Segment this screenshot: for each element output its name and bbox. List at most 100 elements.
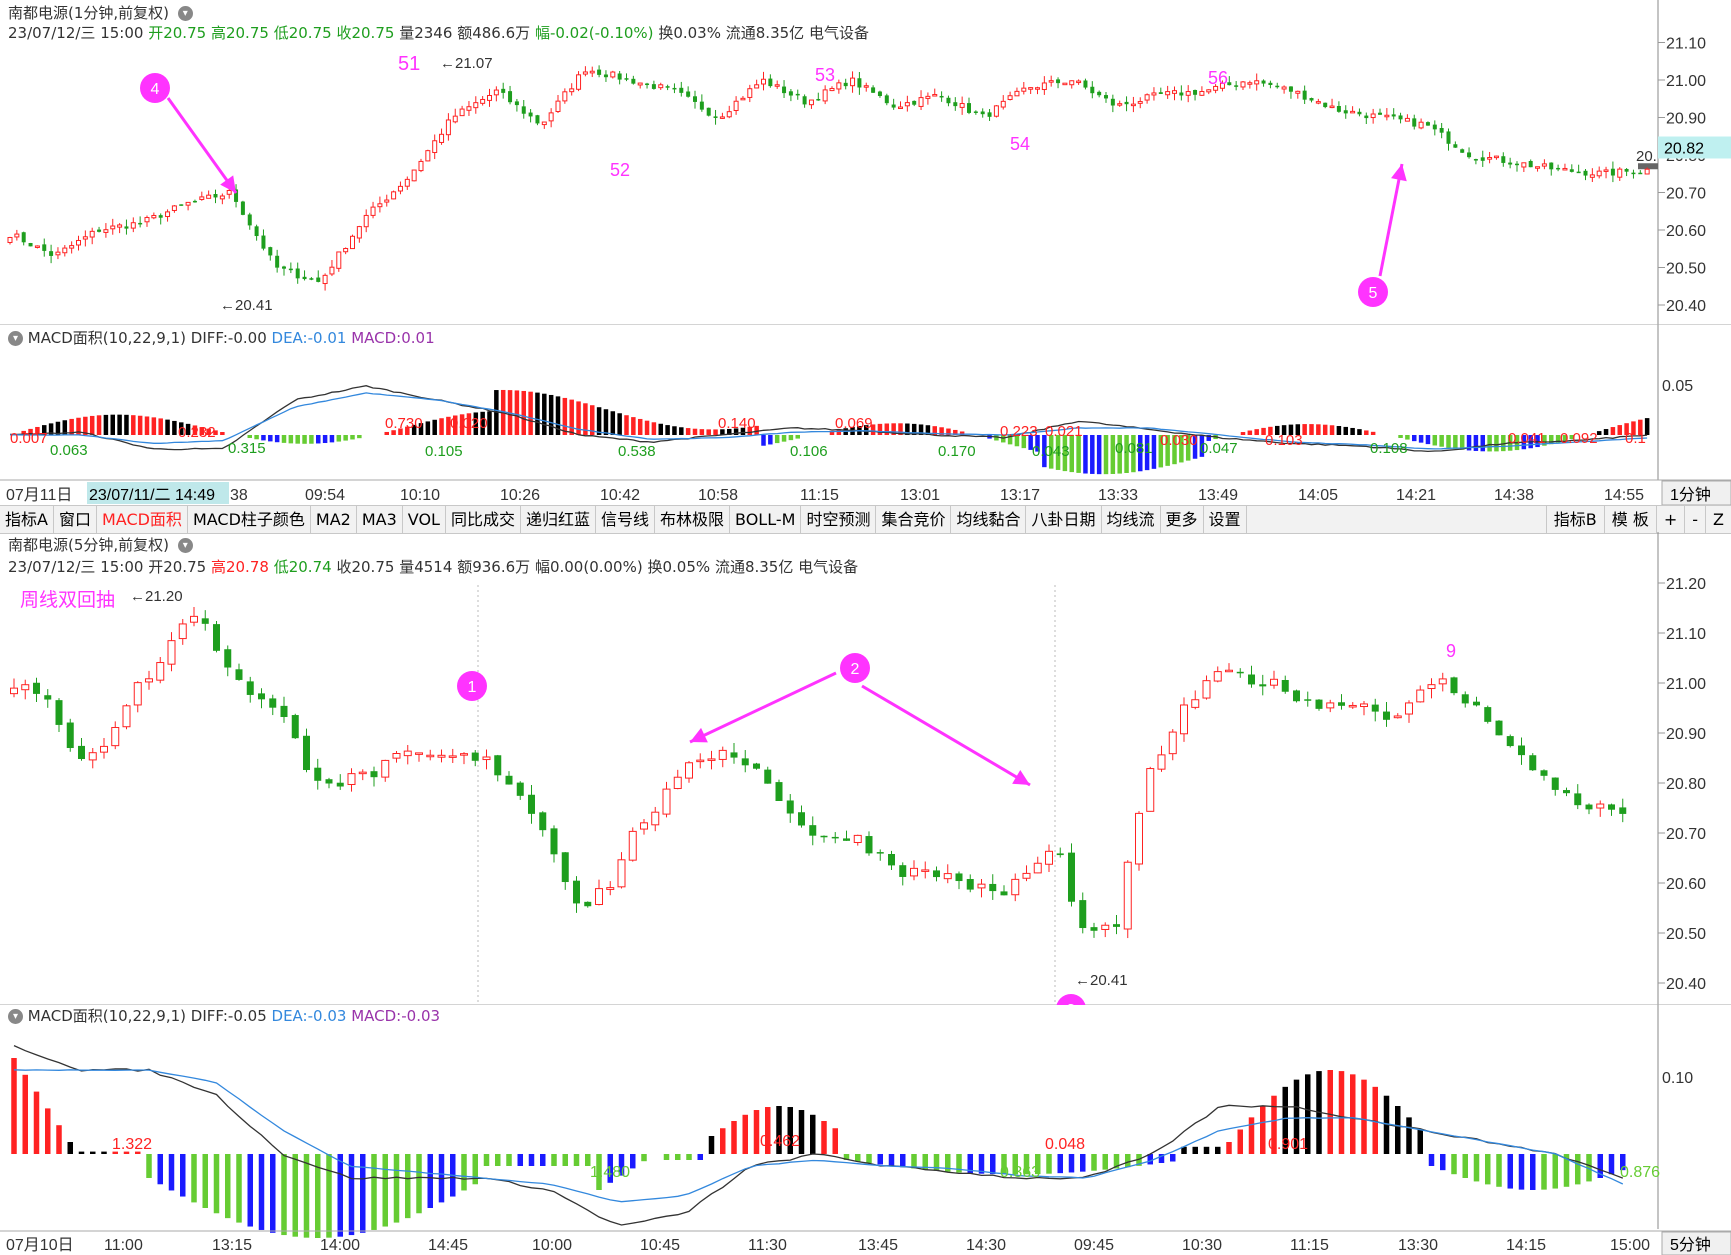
top-candle (1576, 171, 1581, 174)
current-price-marker (1638, 163, 1658, 170)
bottom-candle (505, 775, 513, 785)
bottom-candle (1304, 699, 1312, 701)
toolbar-button[interactable]: BOLL-M (730, 506, 802, 533)
toolbar-button[interactable]: MACD面积 (97, 506, 188, 533)
bottom-candle (1180, 704, 1188, 735)
top-macd-bar (295, 435, 300, 444)
top-macd-bar (542, 393, 547, 435)
toolbar-button[interactable]: 八卦日期 (1026, 506, 1102, 533)
bottom-candle (336, 782, 344, 787)
bottom-macd-bar (337, 1154, 343, 1237)
close-label: 收 (336, 24, 352, 42)
marker-2-arrow-right-head (1012, 769, 1030, 785)
toolbar-right-button[interactable]: - (1684, 506, 1705, 533)
toolbar-button[interactable]: 递归红蓝 (521, 506, 596, 533)
top-candle (1179, 92, 1184, 96)
top-candle (877, 91, 882, 97)
top-macd-bar (720, 429, 725, 435)
top-macd-bar (1124, 435, 1129, 473)
top-candle (1624, 168, 1629, 172)
bottom-macd-menu-icon[interactable]: ▾ (8, 1009, 23, 1024)
top-candle (1432, 124, 1437, 130)
bottom-candle (696, 759, 705, 763)
top-candle (939, 95, 944, 98)
top-header: 南都电源(1分钟,前复权) ▾ (8, 2, 193, 24)
toolbar-button[interactable]: 信号线 (596, 506, 655, 533)
toolbar-right-button[interactable]: + (1655, 506, 1684, 533)
top-candle (247, 214, 252, 226)
top-macd-bar (905, 423, 910, 435)
toolbar-button[interactable]: 时空预测 (801, 506, 877, 533)
toolbar-button[interactable]: 窗口 (54, 506, 97, 533)
top-macd-bar (1398, 435, 1403, 438)
bottom-macd-bar (540, 1154, 546, 1166)
bottom-candle (1371, 704, 1379, 712)
top-time-label: 07月11日 (6, 487, 72, 504)
top-candle (282, 266, 286, 269)
top-candle (1378, 112, 1382, 115)
toolbar-right-button[interactable]: 模 板 (1603, 506, 1656, 533)
bottom-candle (798, 812, 805, 826)
toolbar-button[interactable]: 指标A (0, 506, 54, 533)
bottom-time-label: 13:15 (212, 1237, 252, 1254)
top-macd-bar (898, 423, 903, 435)
toolbar-button[interactable]: 均线流 (1102, 506, 1161, 533)
toolbar-button[interactable]: 布林极限 (655, 506, 731, 533)
bottom-candle (1540, 770, 1548, 776)
top-candle (185, 201, 191, 206)
top-candle (1315, 101, 1321, 104)
top-price-chart[interactable]: 21.1021.0020.9020.8020.7020.6020.5020.40… (0, 0, 1731, 325)
open-label: 开 (148, 24, 164, 42)
bottom-candle (448, 755, 457, 758)
toolbar-button[interactable]: 设置 (1204, 506, 1247, 533)
bottom-candle (820, 835, 828, 838)
top-time-label: 13:49 (1198, 487, 1238, 504)
top-candle (576, 74, 582, 90)
top-macd-bar (1158, 435, 1164, 468)
bottom-macd-bar (855, 1154, 861, 1162)
top-macd-bar (1254, 429, 1259, 435)
toolbar-button[interactable]: VOL (403, 506, 446, 533)
bottom-macd-bar (191, 1154, 197, 1203)
bottom-macd-chart[interactable]: 0.10 1.322 1.480 0.462 0.363 0.048 0.901 0.876 0… (0, 1005, 1731, 1255)
top-candle (89, 230, 95, 238)
top-candle (21, 232, 26, 243)
top-candle (42, 244, 47, 251)
bottom-macd-bar (1023, 1154, 1030, 1175)
toolbar-button[interactable]: 更多 (1161, 506, 1204, 533)
toolbar-right-button[interactable]: Z (1705, 506, 1731, 533)
bottom-macd-bar (776, 1106, 782, 1154)
toolbar-button[interactable]: MA3 (357, 506, 403, 533)
top-macd-bar (199, 427, 205, 435)
bottom-candle (1473, 701, 1480, 706)
change-value: 0.00(0.00%) (549, 558, 643, 576)
bottom-chart-menu-icon[interactable]: ▾ (177, 538, 193, 553)
change-value: -0.02(-0.10%) (549, 24, 654, 42)
top-time-label: 14:38 (1494, 487, 1534, 504)
bottom-candle (1135, 812, 1143, 865)
bottom-macd-bar (1248, 1117, 1255, 1154)
bottom-macd-bar (1440, 1154, 1446, 1171)
top-candle (34, 245, 40, 248)
toolbar-button[interactable]: 集合竞价 (876, 506, 952, 533)
top-macd-menu-icon[interactable]: ▾ (8, 331, 23, 346)
top-candle (1528, 160, 1533, 168)
toolbar-right-button[interactable]: 指标B (1545, 506, 1604, 533)
bottom-dea-line (13, 1069, 1624, 1203)
toolbar-button[interactable]: MACD柱子颜色 (188, 506, 311, 533)
top-macd-bar (1309, 424, 1314, 435)
top-time-label: 10:58 (698, 487, 738, 504)
bottom-macd-bar (1203, 1146, 1210, 1154)
toolbar-button[interactable]: 均线黏合 (951, 506, 1027, 533)
top-chart-menu-icon[interactable]: ▾ (177, 6, 193, 21)
bottom-macd-bar (1158, 1154, 1165, 1163)
top-macd-bar (302, 435, 307, 444)
top-candle (268, 247, 273, 256)
bottom-macd-bar (213, 1154, 220, 1214)
toolbar-button[interactable]: 同比成交 (446, 506, 521, 533)
top-candle (802, 96, 807, 105)
open-value: 20.75 (163, 24, 207, 42)
bottom-price-chart[interactable]: 21.2021.1021.0020.9020.8020.7020.6020.50… (0, 0, 1731, 1005)
toolbar-button[interactable]: MA2 (311, 506, 357, 533)
